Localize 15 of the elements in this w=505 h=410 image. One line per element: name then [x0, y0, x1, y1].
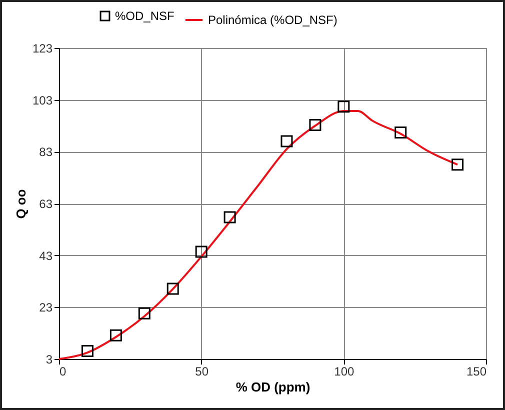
y-tick-label: 3	[46, 352, 53, 366]
y-tick-label: 43	[39, 248, 53, 263]
legend-label: %OD_NSF	[115, 9, 174, 23]
x-tick-label: 150	[466, 364, 487, 378]
y-axis-title: Q oo	[13, 189, 28, 219]
x-axis-title: % OD (ppm)	[236, 380, 310, 394]
y-tick-label: 103	[32, 93, 53, 108]
y-tick-label: 123	[32, 42, 53, 56]
y-tick-label: 63	[39, 197, 53, 211]
legend-label: Polinómica (%OD_NSF)	[208, 13, 338, 27]
y-tick-label: 23	[39, 300, 53, 315]
y-tick-label: 83	[39, 145, 53, 160]
x-tick-label: 0	[60, 364, 66, 378]
x-tick-label: 50	[195, 364, 209, 378]
x-tick-label: 100	[334, 364, 354, 378]
